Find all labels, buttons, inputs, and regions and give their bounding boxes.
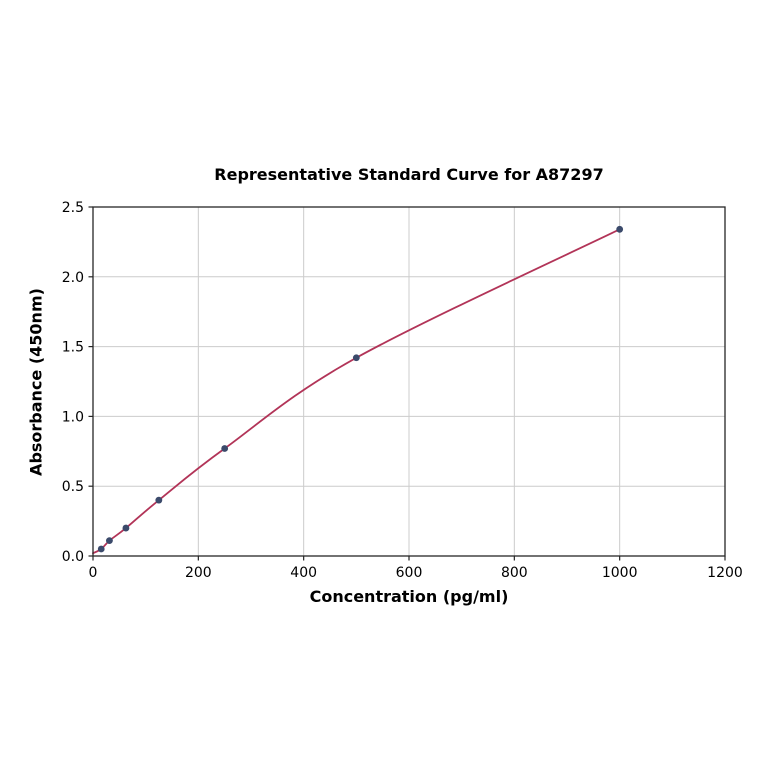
data-point-marker xyxy=(122,524,130,532)
y-tick-label: 0.5 xyxy=(62,479,84,495)
x-tick-label: 0 xyxy=(89,565,98,581)
x-axis-label: Concentration (pg/ml) xyxy=(309,587,509,606)
chart-title: Representative Standard Curve for A87297 xyxy=(214,165,604,184)
y-tick-label: 0.0 xyxy=(62,549,84,565)
data-point-marker xyxy=(221,445,229,452)
x-tick-label: 600 xyxy=(396,565,423,581)
y-tick-label: 1.5 xyxy=(62,340,84,356)
y-axis-label: Absorbance (450nm) xyxy=(26,288,46,476)
y-tick-label: 2.5 xyxy=(62,200,84,216)
data-point-marker xyxy=(97,545,105,553)
y-tick-label: 2.0 xyxy=(62,270,84,286)
standard-curve-line xyxy=(92,228,621,555)
x-tick-label: 400 xyxy=(290,565,317,581)
data-point-marker xyxy=(106,537,113,545)
x-tick-label: 1200 xyxy=(707,565,743,581)
data-point-marker xyxy=(352,354,360,362)
data-point-marker xyxy=(616,225,624,233)
x-tick-label: 200 xyxy=(185,565,212,581)
data-point-marker xyxy=(155,496,163,504)
x-tick-label: 800 xyxy=(501,565,528,581)
y-tick-label: 1.0 xyxy=(62,409,84,425)
x-tick-label: 1000 xyxy=(602,565,638,581)
